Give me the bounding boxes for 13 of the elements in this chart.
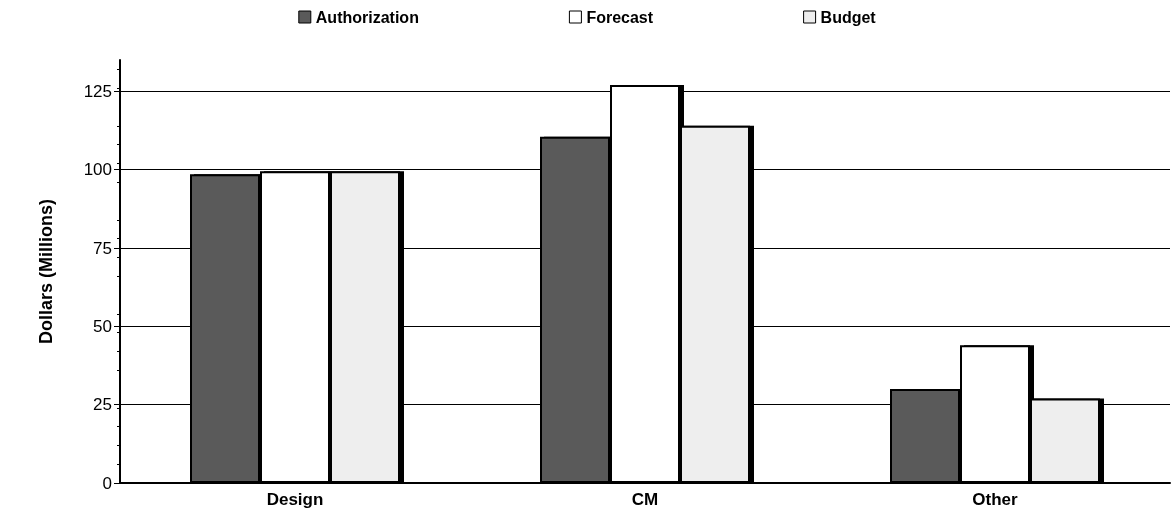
x-tick-label: Other: [972, 490, 1019, 509]
y-tick-label: 0: [102, 473, 112, 493]
y-tick-label: 125: [83, 81, 112, 101]
y-tick-label: 25: [93, 395, 112, 415]
y-tick-label: 50: [93, 316, 112, 336]
y-tick-label: 75: [93, 238, 112, 258]
y-tick-label: 100: [83, 160, 112, 180]
legend-label: Budget: [820, 8, 877, 26]
x-tick-label: CM: [631, 490, 659, 509]
y-axis-title: Dollars (Millions): [36, 198, 56, 345]
x-tick-label: Design: [266, 490, 324, 509]
legend-label: Forecast: [586, 8, 654, 26]
legend-label: Authorization: [315, 8, 419, 26]
